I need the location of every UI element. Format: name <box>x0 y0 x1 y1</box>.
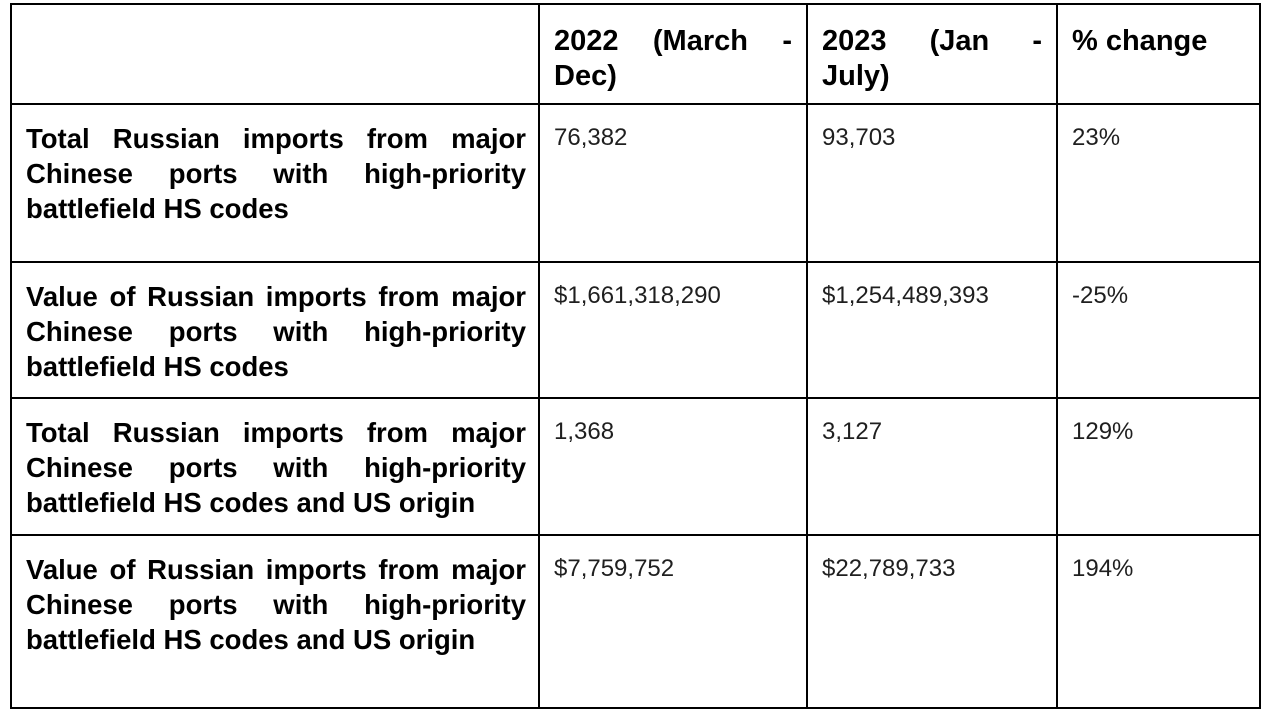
row-label-cell: Value of Russian imports from major Chin… <box>10 534 540 709</box>
value-2022-cell: 76,382 <box>538 103 808 263</box>
row-label-cell: Value of Russian imports from major Chin… <box>10 261 540 399</box>
value-2023-cell: 93,703 <box>806 103 1058 263</box>
header-2022-label: 2022 (March - Dec) <box>554 25 792 92</box>
row-label: Total Russian imports from major Chinese… <box>26 417 526 518</box>
row-label: Value of Russian imports from major Chin… <box>26 554 526 655</box>
value-2022: 76,382 <box>554 124 628 151</box>
value-2022: 1,368 <box>554 418 615 445</box>
row-label-cell: Total Russian imports from major Chinese… <box>10 397 540 536</box>
value-2023: 3,127 <box>822 418 883 445</box>
row-label: Total Russian imports from major Chinese… <box>26 123 526 224</box>
value-2022-cell: $1,661,318,290 <box>538 261 808 399</box>
value-2023-cell: 3,127 <box>806 397 1058 536</box>
percent-change: 129% <box>1072 418 1134 445</box>
header-cell-empty <box>10 3 540 105</box>
change-cell: 23% <box>1056 103 1261 263</box>
imports-table: 2022 (March - Dec) 2023 (Jan - July) % c… <box>10 3 1261 709</box>
value-2023-cell: $22,789,733 <box>806 534 1058 709</box>
header-change-label: % change <box>1072 25 1208 57</box>
header-cell-2022: 2022 (March - Dec) <box>538 3 808 105</box>
header-label-empty <box>12 5 538 32</box>
table-row: Value of Russian imports from major Chin… <box>10 261 1261 399</box>
row-label: Value of Russian imports from major Chin… <box>26 281 526 382</box>
percent-change: 194% <box>1072 555 1134 582</box>
value-2023: 93,703 <box>822 124 896 151</box>
change-cell: 194% <box>1056 534 1261 709</box>
table-row: Total Russian imports from major Chinese… <box>10 397 1261 536</box>
value-2022-cell: $7,759,752 <box>538 534 808 709</box>
value-2023: $1,254,489,393 <box>822 282 989 309</box>
value-2022-cell: 1,368 <box>538 397 808 536</box>
row-label-cell: Total Russian imports from major Chinese… <box>10 103 540 263</box>
table-row: Total Russian imports from major Chinese… <box>10 103 1261 263</box>
header-cell-change: % change <box>1056 3 1261 105</box>
percent-change: 23% <box>1072 124 1121 151</box>
table-header-row: 2022 (March - Dec) 2023 (Jan - July) % c… <box>10 3 1261 105</box>
value-2022: $1,661,318,290 <box>554 282 721 309</box>
value-2022: $7,759,752 <box>554 555 675 582</box>
table-row: Value of Russian imports from major Chin… <box>10 534 1261 709</box>
change-cell: -25% <box>1056 261 1261 399</box>
header-cell-2023: 2023 (Jan - July) <box>806 3 1058 105</box>
change-cell: 129% <box>1056 397 1261 536</box>
header-2023-label: 2023 (Jan - July) <box>822 25 1042 92</box>
percent-change: -25% <box>1072 282 1129 309</box>
value-2023-cell: $1,254,489,393 <box>806 261 1058 399</box>
value-2023: $22,789,733 <box>822 555 956 582</box>
